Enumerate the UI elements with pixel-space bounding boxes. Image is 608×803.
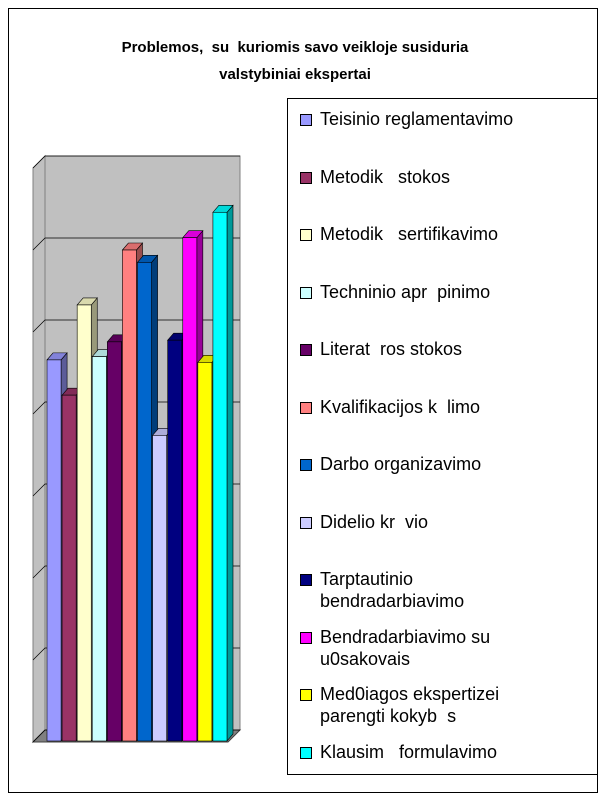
legend-swatch <box>300 344 312 356</box>
legend-swatch <box>300 689 312 701</box>
legend-swatch <box>300 286 312 299</box>
bar <box>167 339 183 742</box>
legend-label: Bendradarbiavimo su u0sakovais <box>320 626 496 669</box>
grid-line <box>32 237 240 251</box>
legend-label: Med0iagos ekspertizei parengti kokyb s <box>320 684 505 726</box>
legend-swatch <box>300 229 312 241</box>
legend-swatch <box>300 401 312 414</box>
legend-swatch <box>300 171 312 184</box>
grid-line <box>32 155 240 169</box>
legend-label: Literat ros stokos <box>320 339 463 359</box>
bar <box>61 394 77 742</box>
bar <box>137 261 152 742</box>
bar <box>91 356 107 742</box>
bar-side <box>226 204 234 742</box>
bar <box>107 341 122 742</box>
legend-label: Metodik stokos <box>320 166 451 187</box>
bar <box>182 237 198 742</box>
legend-swatch <box>300 574 312 586</box>
bar <box>197 362 213 742</box>
legend-label: Klausim formulavimo <box>320 741 498 762</box>
legend-label: Didelio kr vio <box>320 511 429 532</box>
legend-swatch <box>300 516 312 529</box>
bar <box>212 211 228 742</box>
legend-swatch <box>300 631 312 644</box>
bar <box>122 249 137 742</box>
legend-label: Darbo organizavimo <box>320 454 482 474</box>
bar <box>152 435 167 742</box>
legend-label: Kvalifikacijos k limo <box>320 396 481 417</box>
legend-swatch <box>300 114 312 126</box>
chart-title: Problemos, su kuriomis savo veikloje sus… <box>121 39 473 83</box>
legend-label: Techninio apr pinimo <box>320 281 491 302</box>
bar <box>76 304 92 742</box>
legend-swatch <box>300 459 312 471</box>
grid-line <box>32 319 240 333</box>
legend-swatch <box>300 746 312 759</box>
legend: Teisinio reglamentavimo Metodik stokos Met… <box>287 98 598 775</box>
bar <box>46 359 62 742</box>
legend-label: Tarptautinio bendradarbiavimo <box>320 569 465 611</box>
legend-label: Teisinio reglamentavimo <box>320 109 514 129</box>
legend-label: Metodik sertifikavimo <box>320 224 499 244</box>
